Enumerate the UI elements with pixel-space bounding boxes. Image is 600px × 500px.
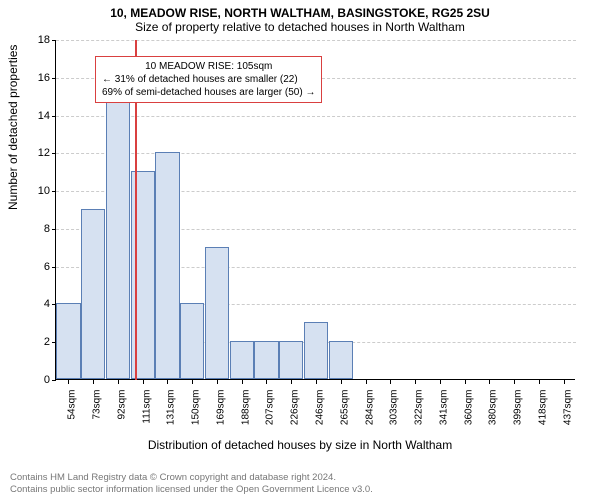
xtick-mark [514,380,515,384]
xtick-mark [465,380,466,384]
ytick-label: 2 [20,336,50,348]
xtick-mark [564,380,565,384]
xtick-mark [266,380,267,384]
ytick-mark [52,267,56,268]
ytick-mark [52,229,56,230]
ytick-mark [52,78,56,79]
xtick-mark [217,380,218,384]
ytick-mark [52,116,56,117]
footer-attribution: Contains HM Land Registry data © Crown c… [10,472,373,496]
xtick-mark [167,380,168,384]
xtick-mark [316,380,317,384]
ytick-mark [52,380,56,381]
histogram-bar [56,303,80,379]
grid-line [56,40,576,41]
y-axis-label: Number of detached properties [6,45,20,210]
ytick-label: 4 [20,298,50,310]
histogram-bar [155,152,179,379]
footer-line1: Contains HM Land Registry data © Crown c… [10,472,373,484]
ytick-label: 12 [20,147,50,159]
histogram-bar [304,322,328,379]
callout-line1: 10 MEADOW RISE: 105sqm [102,60,315,73]
footer-line2: Contains public sector information licen… [10,484,373,496]
ytick-label: 14 [20,110,50,122]
x-axis-label: Distribution of detached houses by size … [0,438,600,452]
ytick-label: 6 [20,261,50,273]
xtick-mark [68,380,69,384]
ytick-mark [52,153,56,154]
callout-box: 10 MEADOW RISE: 105sqm ← 31% of detached… [95,56,322,103]
xtick-mark [390,380,391,384]
xtick-mark [539,380,540,384]
chart-area: 02468101214161854sqm73sqm92sqm111sqm131s… [55,40,575,380]
grid-line [56,153,576,154]
xtick-mark [242,380,243,384]
callout-line3: 69% of semi-detached houses are larger (… [102,86,315,99]
xtick-mark [192,380,193,384]
ytick-mark [52,40,56,41]
ytick-label: 18 [20,34,50,46]
histogram-bar [106,77,130,379]
chart-title-sub: Size of property relative to detached ho… [0,20,600,36]
xtick-mark [341,380,342,384]
grid-line [56,116,576,117]
xtick-mark [118,380,119,384]
histogram-bar [279,341,303,379]
chart-title-main: 10, MEADOW RISE, NORTH WALTHAM, BASINGST… [0,0,600,20]
histogram-bar [230,341,254,379]
ytick-label: 10 [20,185,50,197]
xtick-mark [143,380,144,384]
xtick-mark [440,380,441,384]
histogram-bar [329,341,353,379]
ytick-mark [52,191,56,192]
ytick-label: 16 [20,72,50,84]
histogram-bar [254,341,278,379]
histogram-bar [205,247,229,379]
xtick-mark [93,380,94,384]
xtick-mark [291,380,292,384]
histogram-bar [131,171,155,379]
histogram-bar [180,303,204,379]
ytick-label: 0 [20,374,50,386]
ytick-label: 8 [20,223,50,235]
callout-line2: ← 31% of detached houses are smaller (22… [102,73,315,86]
xtick-mark [489,380,490,384]
xtick-mark [366,380,367,384]
histogram-bar [81,209,105,379]
xtick-mark [415,380,416,384]
